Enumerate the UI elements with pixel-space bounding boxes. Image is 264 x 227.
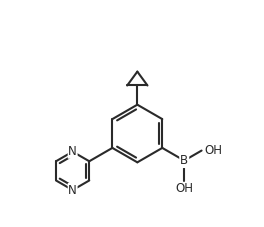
Text: B: B: [180, 154, 188, 167]
Text: OH: OH: [205, 144, 223, 157]
Text: N: N: [68, 184, 77, 197]
Text: OH: OH: [175, 182, 193, 195]
Text: N: N: [68, 145, 77, 158]
